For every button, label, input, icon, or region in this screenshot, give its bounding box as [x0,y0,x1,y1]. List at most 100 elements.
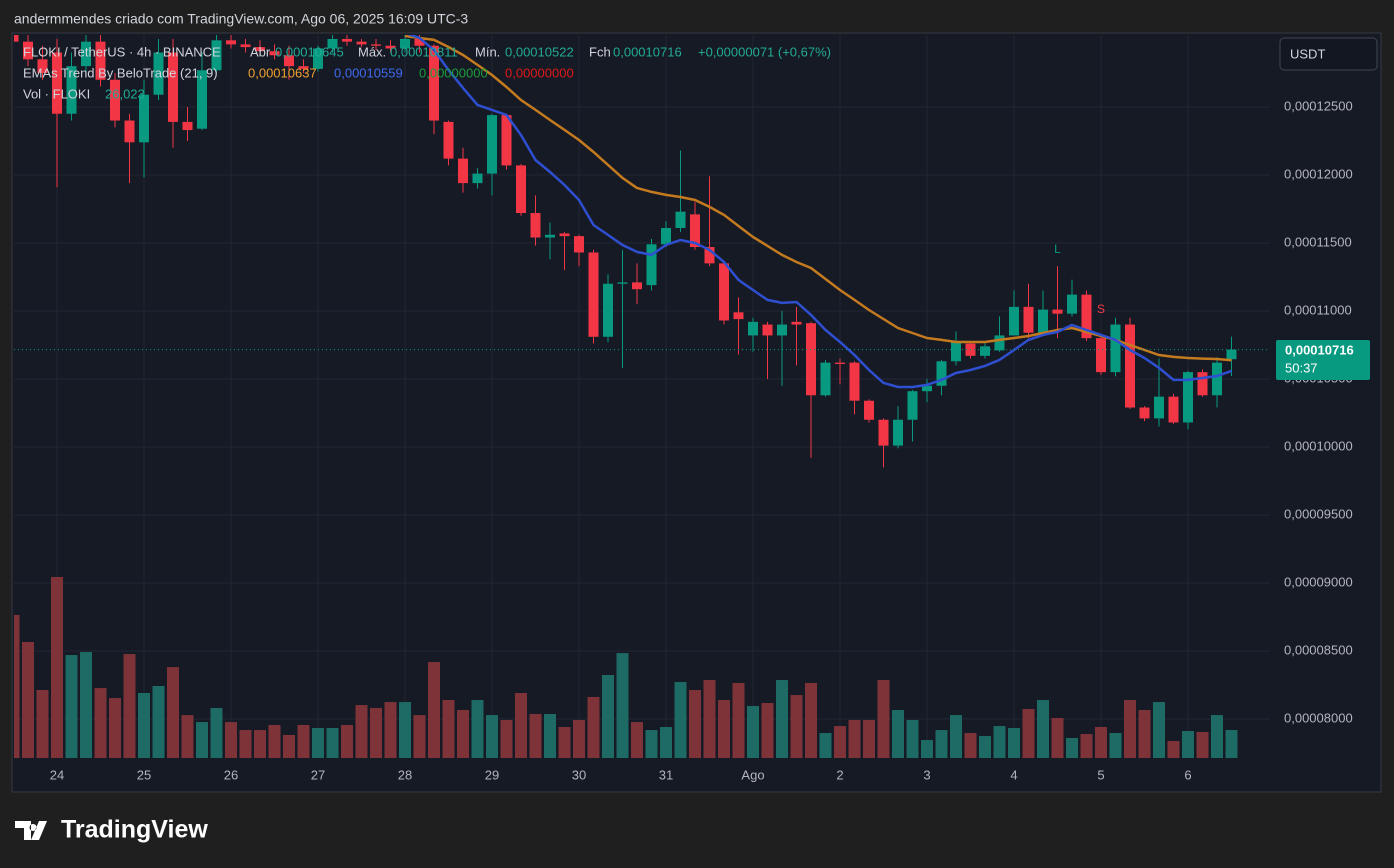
candle-body [327,38,338,49]
candle-body [516,165,526,214]
y-tick-label: 0,00008000 [1284,710,1353,725]
candle-body [110,79,120,121]
x-tick-label: 2 [836,767,843,782]
candle-body [704,247,715,264]
candle-body [719,263,729,321]
candle-body [820,362,831,396]
candle-body [545,234,555,238]
candle-body [936,361,947,386]
volume-bar [877,679,890,758]
volume-bar [268,724,281,758]
candle-body [777,324,787,336]
candle-body [269,51,280,56]
candle-body [588,252,599,337]
symbol: FLOKI / TetherUS · 4h · BINANCE [23,44,221,59]
volume-bar [326,727,339,758]
candle-body [197,70,207,129]
volume-bar [558,727,571,758]
candle-body [1212,362,1222,396]
open-label: Abr [250,44,271,59]
candle-body [255,47,265,52]
volume-bar [515,693,527,758]
x-tick-label: 30 [572,767,586,782]
volume-bar [1109,733,1122,758]
candle-body [124,120,135,143]
volume-bar [399,702,411,758]
candle-body [907,391,918,420]
volume-bar [718,699,730,758]
currency-button-text[interactable]: USDT [1290,46,1325,61]
candle-body [1009,306,1019,336]
candle-body [559,233,570,237]
volume-bar [210,707,223,758]
volume-bar [370,707,382,758]
candle-body [298,66,309,69]
high-value: 0,00010811 [390,44,458,59]
indicator-value: 0,00000000 [505,65,574,80]
volume-bar [1008,727,1020,758]
volume-bar [1066,737,1078,758]
candle-body [806,323,816,396]
x-tick-label: Ago [741,767,764,782]
legend: FLOKI / TetherUS · 4h · BINANCE Abr 0,00… [23,44,831,101]
volume-bar [14,614,20,758]
volume-bar [384,702,397,758]
volume-bar [65,655,78,758]
candle-body [646,244,657,286]
volume-bar [442,699,455,758]
volume-bar [950,715,962,758]
volume-bar [1182,730,1194,758]
candle-body [1168,396,1179,423]
y-tick-label: 0,00008500 [1284,642,1353,657]
candle-body [37,59,48,73]
indicator-value: 0,00000000 [419,65,488,80]
volume-bar [225,722,237,758]
volume-bar [529,713,542,758]
volume-bar [1080,734,1093,758]
candle-body [1183,372,1193,423]
candle-body [153,52,164,95]
volume-bar [819,733,832,758]
candle-body [14,35,19,42]
open-value: 0,00010645 [275,44,344,59]
x-tick-label: 24 [50,767,64,782]
y-tick-label: 0,00012000 [1284,166,1353,181]
brand-name: TradingView [61,816,208,844]
close-value: 0,00010716 [613,44,682,59]
volume-bar [993,726,1006,758]
x-tick-label: 6 [1184,767,1191,782]
candle-body [878,419,889,446]
price-tag: 0,00010716 50:37 [1276,340,1370,380]
volume-bar [355,705,368,758]
candle-body [1139,407,1150,419]
candle-body [530,213,541,238]
volume-bar [457,710,469,758]
price-tag-countdown: 50:37 [1285,360,1318,375]
volume-bar [312,727,324,758]
signal-marker: S [1097,302,1105,316]
candle-body [951,342,961,362]
x-tick-label: 25 [137,767,151,782]
volume-value: 26,023 [105,86,145,101]
chart-panel [11,32,1382,793]
ema-line [406,35,1232,389]
x-tick-label: 27 [311,767,325,782]
candle-body [52,52,62,114]
volume-bar [587,696,600,758]
x-tick-label: 26 [224,767,238,782]
candle-body [632,282,642,290]
volume-bar [747,706,759,758]
volume-bar [341,724,353,758]
currency-button-box[interactable] [1279,37,1378,71]
volume-bar [181,715,194,758]
candle-body [240,44,251,48]
candle-body [487,115,497,174]
candle-body [1110,324,1121,373]
candle-body [748,321,758,336]
candle-body [95,41,106,80]
volume-bar [834,726,846,758]
volume-bar [1124,699,1136,758]
volume-bar [500,720,513,758]
currency-button[interactable]: USDT [1279,37,1378,71]
candle-body [1154,396,1164,419]
